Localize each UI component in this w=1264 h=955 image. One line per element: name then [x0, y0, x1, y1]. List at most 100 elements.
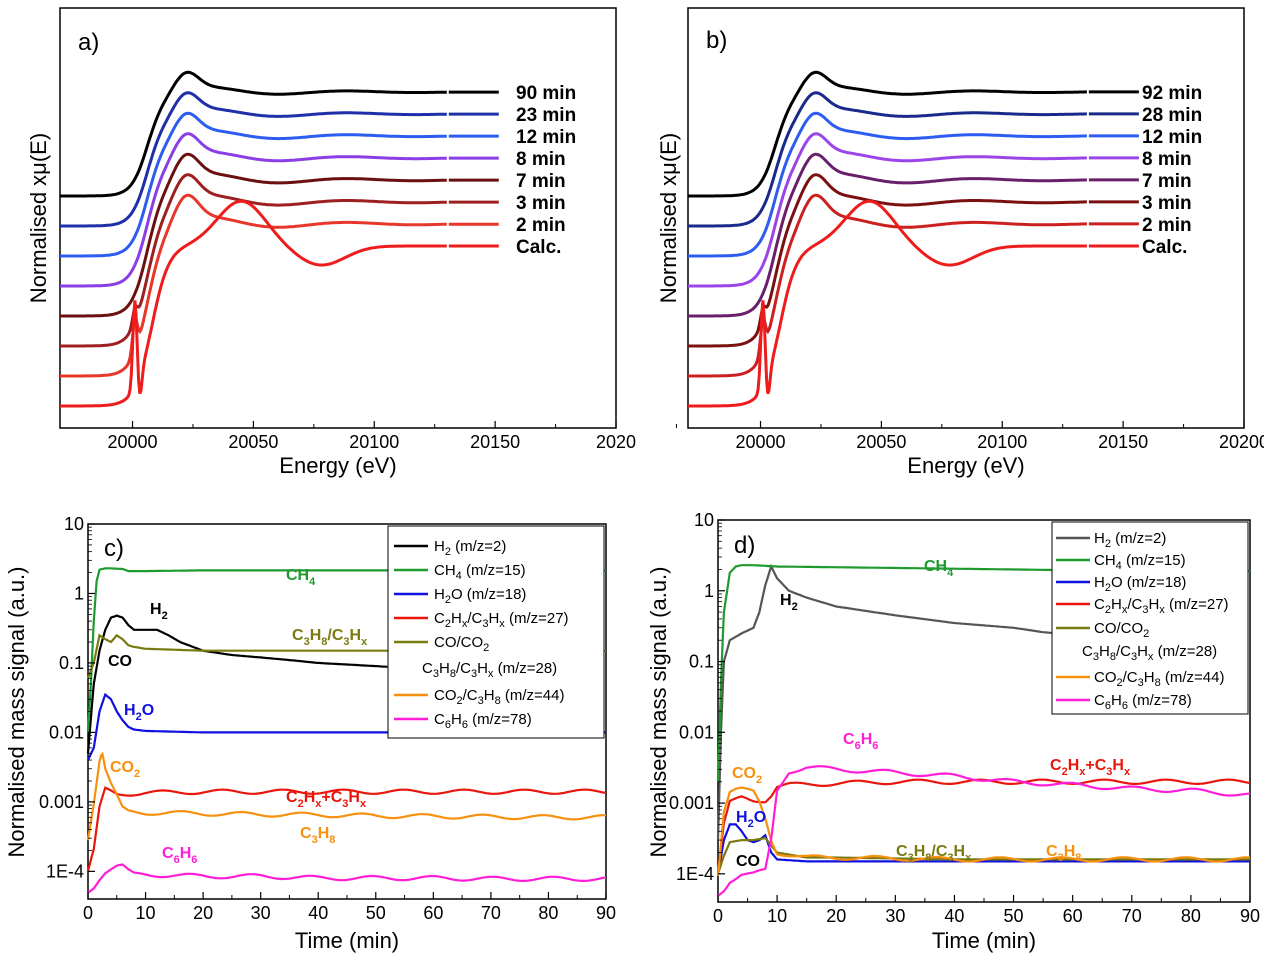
panel-c-legend-h2: H2 (m/z=2)	[434, 538, 506, 558]
panel-d-legend-c6h6: C6H6 (m/z=78)	[1094, 692, 1192, 712]
x-tick-label: 20000	[107, 432, 157, 452]
panel-d-x-axis-title: Time (min)	[932, 928, 1036, 953]
x-tick-label: 10	[136, 903, 156, 923]
xanes-curve-5	[688, 152, 1087, 318]
ms-series-co2	[716, 786, 1250, 877]
y-tick-label: 0.1	[59, 653, 84, 673]
panel-c-legend-c6h6: C6H6 (m/z=78)	[434, 711, 532, 731]
ms-series-c6h6	[717, 765, 1251, 897]
legend-label-5: 7 min	[1142, 171, 1192, 192]
panel-c-legend-co-continued: C3H8/C3Hx (m/z=28)	[422, 660, 557, 680]
panel-d-label: d)	[734, 532, 755, 559]
x-tick-label: 60	[1063, 906, 1083, 926]
panel-b-y-axis-title: Normalised xμ(E)	[656, 133, 681, 303]
panel-d-legend-co2: CO2/C3H8 (m/z=44)	[1094, 669, 1224, 689]
panel-d-ticks: 0 10 20 30 40 50 60 70 80 90 1E-4 0.001 0.01 0.1 1 10	[669, 510, 1260, 926]
panel-b-x-ticks: 20000 20050 20100 20150 20200	[735, 421, 1264, 452]
panel-c-annotation-ch4: CH4	[286, 567, 316, 588]
panel-d-legend-co-continued: C3H8/C3Hx (m/z=28)	[1082, 643, 1217, 663]
panel-b-x-axis-title: Energy (eV)	[907, 453, 1024, 478]
xanes-curve-1	[60, 70, 447, 198]
xanes-curve-7	[60, 193, 447, 378]
y-tick-label: 1E-4	[46, 861, 84, 881]
y-tick-label: 0.1	[689, 652, 714, 672]
x-tick-label: 40	[944, 906, 964, 926]
legend-label-4: 8 min	[1142, 149, 1192, 170]
panel-c-annotation-co2: CO2	[110, 759, 140, 780]
legend-label-3: 12 min	[1142, 127, 1202, 148]
x-tick-label: 70	[481, 903, 501, 923]
x-tick-label: 80	[538, 903, 558, 923]
legend-label-7: 2 min	[1142, 215, 1192, 236]
x-tick-label: 2020	[596, 432, 636, 452]
panel-c-legend-ch4: CH4 (m/z=15)	[434, 562, 526, 582]
panel-d-y-axis-title: Normalised mass signal (a.u.)	[646, 567, 671, 858]
ms-series-h2o	[716, 823, 1250, 874]
panel-c-legend: H2 (m/z=2) CH4 (m/z=15) H2O (m/z=18) C2H…	[387, 525, 605, 739]
panel-c-legend-co2: CO2/C3H8 (m/z=44)	[434, 687, 564, 707]
panel-d-curves	[716, 563, 1251, 897]
legend-label-1: 92 min	[1142, 83, 1202, 104]
panel-a-y-axis-title: Normalised xμ(E)	[26, 133, 51, 303]
x-tick-label: 20050	[856, 432, 906, 452]
y-tick-label: 10	[694, 510, 714, 530]
panel-c-annotation-c2hx-c3hx: C2Hx+C3Hx	[286, 789, 367, 810]
legend-label-6: 3 min	[1142, 193, 1192, 214]
xanes-curve-4	[60, 132, 447, 288]
panel-c-y-axis-title: Normalised mass signal (a.u.)	[4, 567, 29, 858]
x-tick-label: 30	[885, 906, 905, 926]
panel-c-annotation-c3h8: C3H8	[300, 825, 335, 846]
panel-d-annotation-c6h6: C6H6	[843, 731, 878, 752]
xanes-curve-2	[688, 91, 1087, 228]
x-tick-label: 50	[1004, 906, 1024, 926]
x-tick-label: 20	[826, 906, 846, 926]
panel-d-annotation-c3h8: C3H8	[1046, 843, 1081, 864]
panel-d-legend-c2hx: C2Hx/C3Hx (m/z=27)	[1094, 596, 1229, 616]
ms-series-c2hx	[86, 786, 607, 872]
y-tick-label: 0.01	[49, 722, 84, 742]
xanes-curve-8	[60, 199, 447, 408]
xanes-curve-3	[60, 111, 447, 258]
x-tick-label: 90	[596, 903, 616, 923]
xanes-curve-6	[60, 173, 447, 348]
xanes-curve-7	[688, 193, 1087, 378]
panel-c-legend-c2hx: C2Hx/C3Hx (m/z=27)	[434, 610, 569, 630]
y-tick-label: 0.001	[669, 793, 714, 813]
panel-a-label: a)	[78, 29, 99, 56]
ms-series-c6h6	[87, 863, 607, 894]
x-tick-label: 90	[1240, 906, 1260, 926]
y-tick-label: 0.001	[39, 792, 84, 812]
x-tick-label: 10	[767, 906, 787, 926]
ms-series-co2	[86, 751, 607, 841]
panel-c-legend-co: CO/CO2	[434, 634, 489, 654]
panel-c-legend-box	[387, 525, 605, 739]
x-tick-label: 20000	[735, 432, 785, 452]
legend-label-7: 2 min	[516, 215, 566, 236]
panel-d-legend: H2 (m/z=2) CH4 (m/z=15) H2O (m/z=18) C2H…	[1051, 521, 1249, 715]
y-tick-label: 1E-4	[676, 864, 714, 884]
panel-d-annotation-c2hx-c3hx: C2Hx+C3Hx	[1050, 757, 1131, 778]
panel-c-label: c)	[104, 535, 124, 562]
legend-label-2: 23 min	[516, 105, 576, 126]
panel-b-frame	[687, 7, 1245, 429]
panel-d-annotation-h2: H2	[780, 592, 798, 613]
x-tick-label: 20100	[977, 432, 1027, 452]
panel-d-legend-ch4: CH4 (m/z=15)	[1094, 552, 1186, 572]
xanes-curve-1	[688, 70, 1087, 198]
ms-series-h2	[86, 614, 388, 754]
x-tick-label: 70	[1122, 906, 1142, 926]
legend-label-4: 8 min	[516, 149, 566, 170]
panel-d-legend-h2o: H2O (m/z=18)	[1094, 574, 1186, 594]
panel-a-frame	[59, 7, 617, 429]
y-tick-label: 1	[704, 581, 714, 601]
x-tick-label: 20150	[1098, 432, 1148, 452]
xanes-curve-8	[688, 199, 1087, 408]
panel-c-annotation-c6h6: C6H6	[162, 845, 197, 866]
panel-a-x-ticks: 20000 20050 20100 20150 2020	[107, 421, 677, 452]
